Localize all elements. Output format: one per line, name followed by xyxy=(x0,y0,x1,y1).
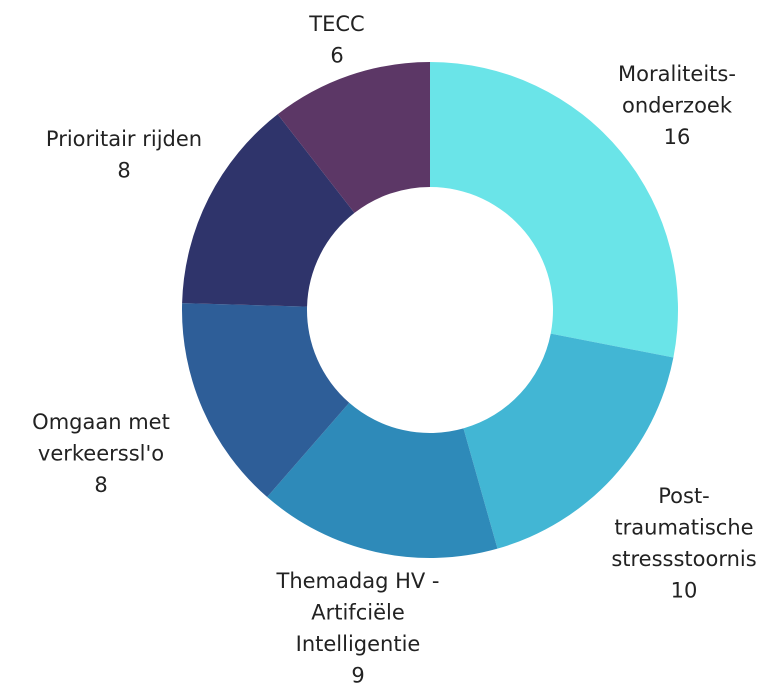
donut-slice xyxy=(430,62,679,358)
slice-label: Omgaan met xyxy=(32,410,170,434)
slice-label: Intelligentie xyxy=(296,632,421,656)
value-label: 16 xyxy=(664,125,691,149)
slice-label: Themadag HV - xyxy=(276,569,440,593)
value-label: 8 xyxy=(94,473,107,497)
slice-label: traumatische xyxy=(614,516,753,540)
slice-label: verkeerssl'o xyxy=(38,442,164,466)
donut-slice xyxy=(181,303,350,498)
slice-label: Moraliteits- xyxy=(618,62,736,86)
slice-label: stressstoornis xyxy=(611,547,756,571)
donut-slice xyxy=(182,114,355,307)
slice-label: onderzoek xyxy=(622,94,733,118)
slice-label: Prioritair rijden xyxy=(46,127,202,151)
value-label: 6 xyxy=(330,44,343,68)
donut-slice xyxy=(463,333,674,549)
slice-label: TECC xyxy=(308,12,364,36)
slice-label: Post- xyxy=(658,484,710,508)
donut-slice xyxy=(277,62,430,213)
value-label: 9 xyxy=(351,664,364,688)
slice-label: Artifciële xyxy=(311,601,405,625)
value-label: 8 xyxy=(117,159,130,183)
value-label: 10 xyxy=(671,579,698,603)
donut-slice xyxy=(267,402,498,558)
